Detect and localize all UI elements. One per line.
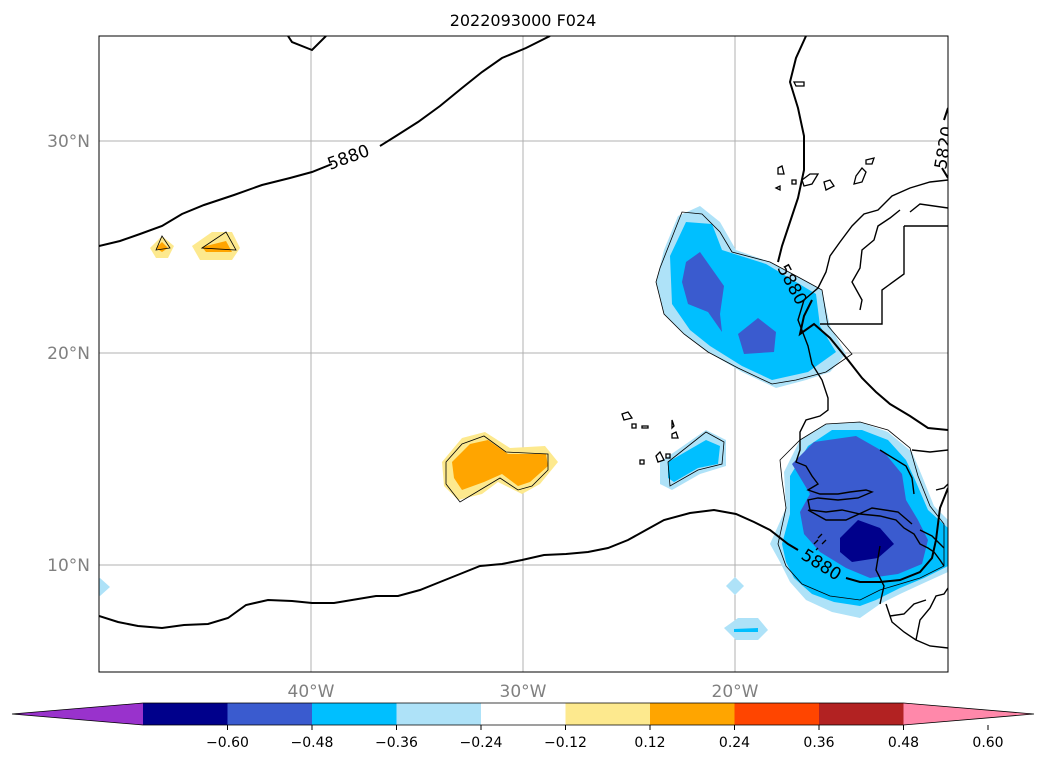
- africa-border-2: [820, 226, 905, 325]
- colorbar-tick-label: 0.36: [803, 735, 834, 751]
- bissagos: [813, 533, 827, 551]
- contour-5880-south-b: [845, 487, 948, 583]
- africa-border-6: [879, 449, 915, 495]
- islands: [621, 81, 875, 551]
- negative-region-north-core2: [738, 318, 776, 354]
- africa-border-10: [911, 449, 948, 453]
- capeverde-3: [641, 425, 649, 429]
- colorbar-tick-label: −0.60: [206, 735, 249, 751]
- africa-coast-south: [885, 603, 948, 649]
- colorbar-tick-label: 0.60: [972, 735, 1003, 751]
- canary-4: [801, 173, 820, 187]
- negative-patch-capeverde-core: [668, 440, 720, 482]
- outline-central: [445, 435, 549, 503]
- lat-label-10n: 10°N: [47, 556, 90, 576]
- colorbar-segment: [481, 703, 566, 725]
- capeverde-8: [665, 453, 671, 459]
- africa-border-7: [875, 545, 885, 605]
- outline-capeverde: [667, 431, 725, 487]
- lat-label-20n: 20°N: [47, 344, 90, 364]
- anomaly-outlines: [155, 211, 945, 601]
- lat-label-30n: 30°N: [47, 132, 90, 152]
- colorbar-outline: [11, 702, 1035, 726]
- map-area: 5880 5880 5880 5820: [99, 36, 948, 672]
- negative-spot-south-core: [734, 628, 758, 632]
- canary-3: [791, 179, 797, 185]
- outline-south: [777, 421, 945, 601]
- map-frame: [98, 35, 949, 673]
- colorbar-segment: [143, 703, 228, 725]
- africa-border-12: [889, 599, 927, 617]
- contour-5880-north-b: [379, 36, 551, 147]
- capeverde-1: [621, 411, 634, 421]
- anomaly-shading: [99, 206, 948, 640]
- negative-region-north-core1: [682, 252, 724, 332]
- colorbar-tick-label: 0.24: [719, 735, 750, 751]
- capeverde-6: [639, 459, 645, 465]
- colorbar-segment: [819, 703, 904, 725]
- island-madeira: [792, 81, 805, 87]
- contour-5820-b: [941, 167, 948, 179]
- canary-2: [774, 184, 781, 192]
- capeverde-4: [671, 419, 675, 430]
- colorbar-extend-min: [12, 703, 143, 725]
- negative-region-north-mid: [670, 222, 836, 380]
- lon-label-30w: 30°W: [500, 682, 547, 702]
- colorbar-extend-max: [903, 703, 1034, 725]
- colorbar-segment: [734, 703, 820, 725]
- colorbar-segment: [227, 703, 313, 725]
- canary-7: [865, 157, 875, 165]
- contour-5820: [943, 107, 948, 121]
- lon-label-20w: 20°W: [712, 682, 759, 702]
- africa-border-3: [909, 203, 948, 213]
- negative-region-south-deep: [840, 520, 894, 562]
- outline-north: [655, 211, 853, 385]
- colorbar: −0.60 −0.48 −0.36 −0.24 −0.12 0.12 0.24 0.36 0.4…: [11, 702, 1035, 751]
- capeverde-5: [671, 431, 679, 439]
- colorbar-segment: [565, 703, 651, 725]
- africa-border-9: [935, 483, 948, 491]
- contour-5880-africa-b: [798, 299, 948, 431]
- map-title: 2022093000 F024: [450, 11, 597, 30]
- colorbar-tick-label: −0.36: [375, 735, 418, 751]
- africa-border-8: [919, 529, 945, 549]
- colorbar-segment: [396, 703, 482, 725]
- capeverde-2: [631, 423, 637, 429]
- negative-spot-20w: [726, 577, 744, 595]
- africa-border-4: [851, 209, 901, 311]
- outline-west-blob: [155, 235, 171, 251]
- outline-west-blob2: [200, 231, 237, 251]
- negative-region-south-core: [792, 436, 928, 578]
- lon-label-40w: 40°W: [288, 682, 335, 702]
- colorbar-tick-label: −0.24: [460, 735, 503, 751]
- africa-border-5: [807, 507, 913, 525]
- contour-5880-topleft: [287, 36, 327, 52]
- canary-5: [823, 179, 835, 191]
- africa-coast: [795, 179, 948, 567]
- capeverde-7: [655, 450, 665, 463]
- canary-6: [853, 167, 867, 185]
- africa-border-11: [915, 587, 948, 641]
- colorbar-tick-label: 0.12: [634, 735, 665, 751]
- colorbar-segment: [312, 703, 397, 725]
- height-contours: [99, 36, 948, 630]
- colorbar-tick-label: 0.48: [888, 735, 919, 751]
- contour-5880-north: [99, 163, 333, 247]
- contour-5880-africa: [777, 36, 807, 263]
- positive-blob-central-core: [452, 440, 548, 490]
- negative-spot-west: [99, 578, 110, 596]
- canary-1: [777, 165, 785, 175]
- contour-5880-south: [99, 508, 799, 630]
- colorbar-tick-label: −0.48: [291, 735, 334, 751]
- coastlines: [795, 179, 948, 649]
- colorbar-tick-label: −0.12: [544, 735, 587, 751]
- colorbar-segment: [650, 703, 735, 725]
